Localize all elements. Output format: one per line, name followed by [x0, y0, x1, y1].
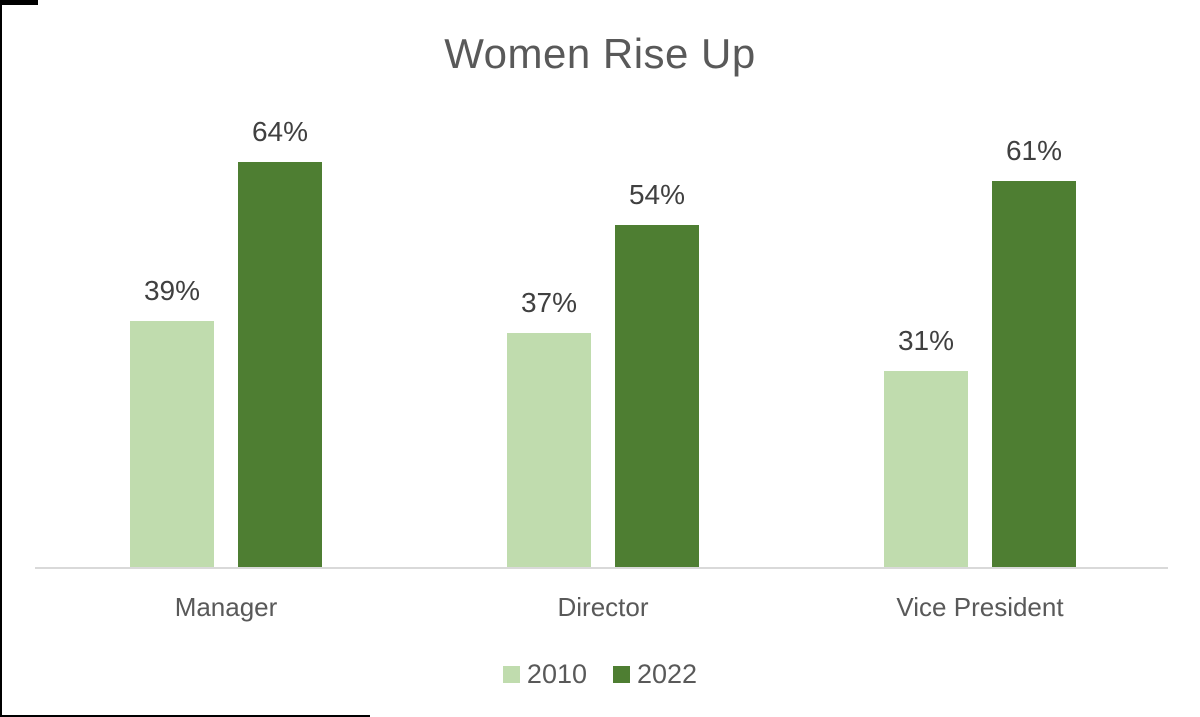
legend: 2010 2022 [0, 659, 1200, 690]
category-label-vice-president: Vice President [896, 592, 1064, 622]
bar-2010-vice-president [884, 371, 968, 568]
bar-2022-manager [238, 162, 322, 568]
legend-item-2010: 2010 [502, 659, 587, 690]
scan-artifact-left-border [0, 0, 2, 717]
chart-title: Women Rise Up [444, 30, 756, 77]
data-label-2010-manager: 39% [143, 275, 201, 306]
x-axis-line [35, 567, 1168, 569]
data-label-2022-director: 54% [628, 179, 686, 210]
legend-item-2022: 2022 [613, 659, 697, 690]
legend-swatch-2022-icon [613, 666, 630, 683]
data-label-2010-vice-president: 31% [897, 325, 955, 356]
legend-swatch-2010-icon [502, 666, 520, 683]
scan-artifact-top-left [0, 0, 38, 5]
category-label-manager: Manager [174, 592, 278, 622]
bar-2010-manager [130, 321, 214, 568]
data-label-2010-director: 37% [520, 287, 578, 318]
legend-label-2010: 2010 [526, 659, 587, 689]
bar-2022-director [615, 225, 699, 568]
bar-2010-director [507, 333, 591, 568]
data-label-2022-manager: 64% [251, 116, 309, 147]
bar-2022-vice-president [992, 181, 1076, 568]
scan-artifact-bottom-left [0, 715, 370, 717]
legend-label-2022: 2022 [637, 659, 698, 689]
data-label-2022-vice-president: 61% [1005, 135, 1063, 166]
category-label-director: Director [557, 592, 649, 622]
